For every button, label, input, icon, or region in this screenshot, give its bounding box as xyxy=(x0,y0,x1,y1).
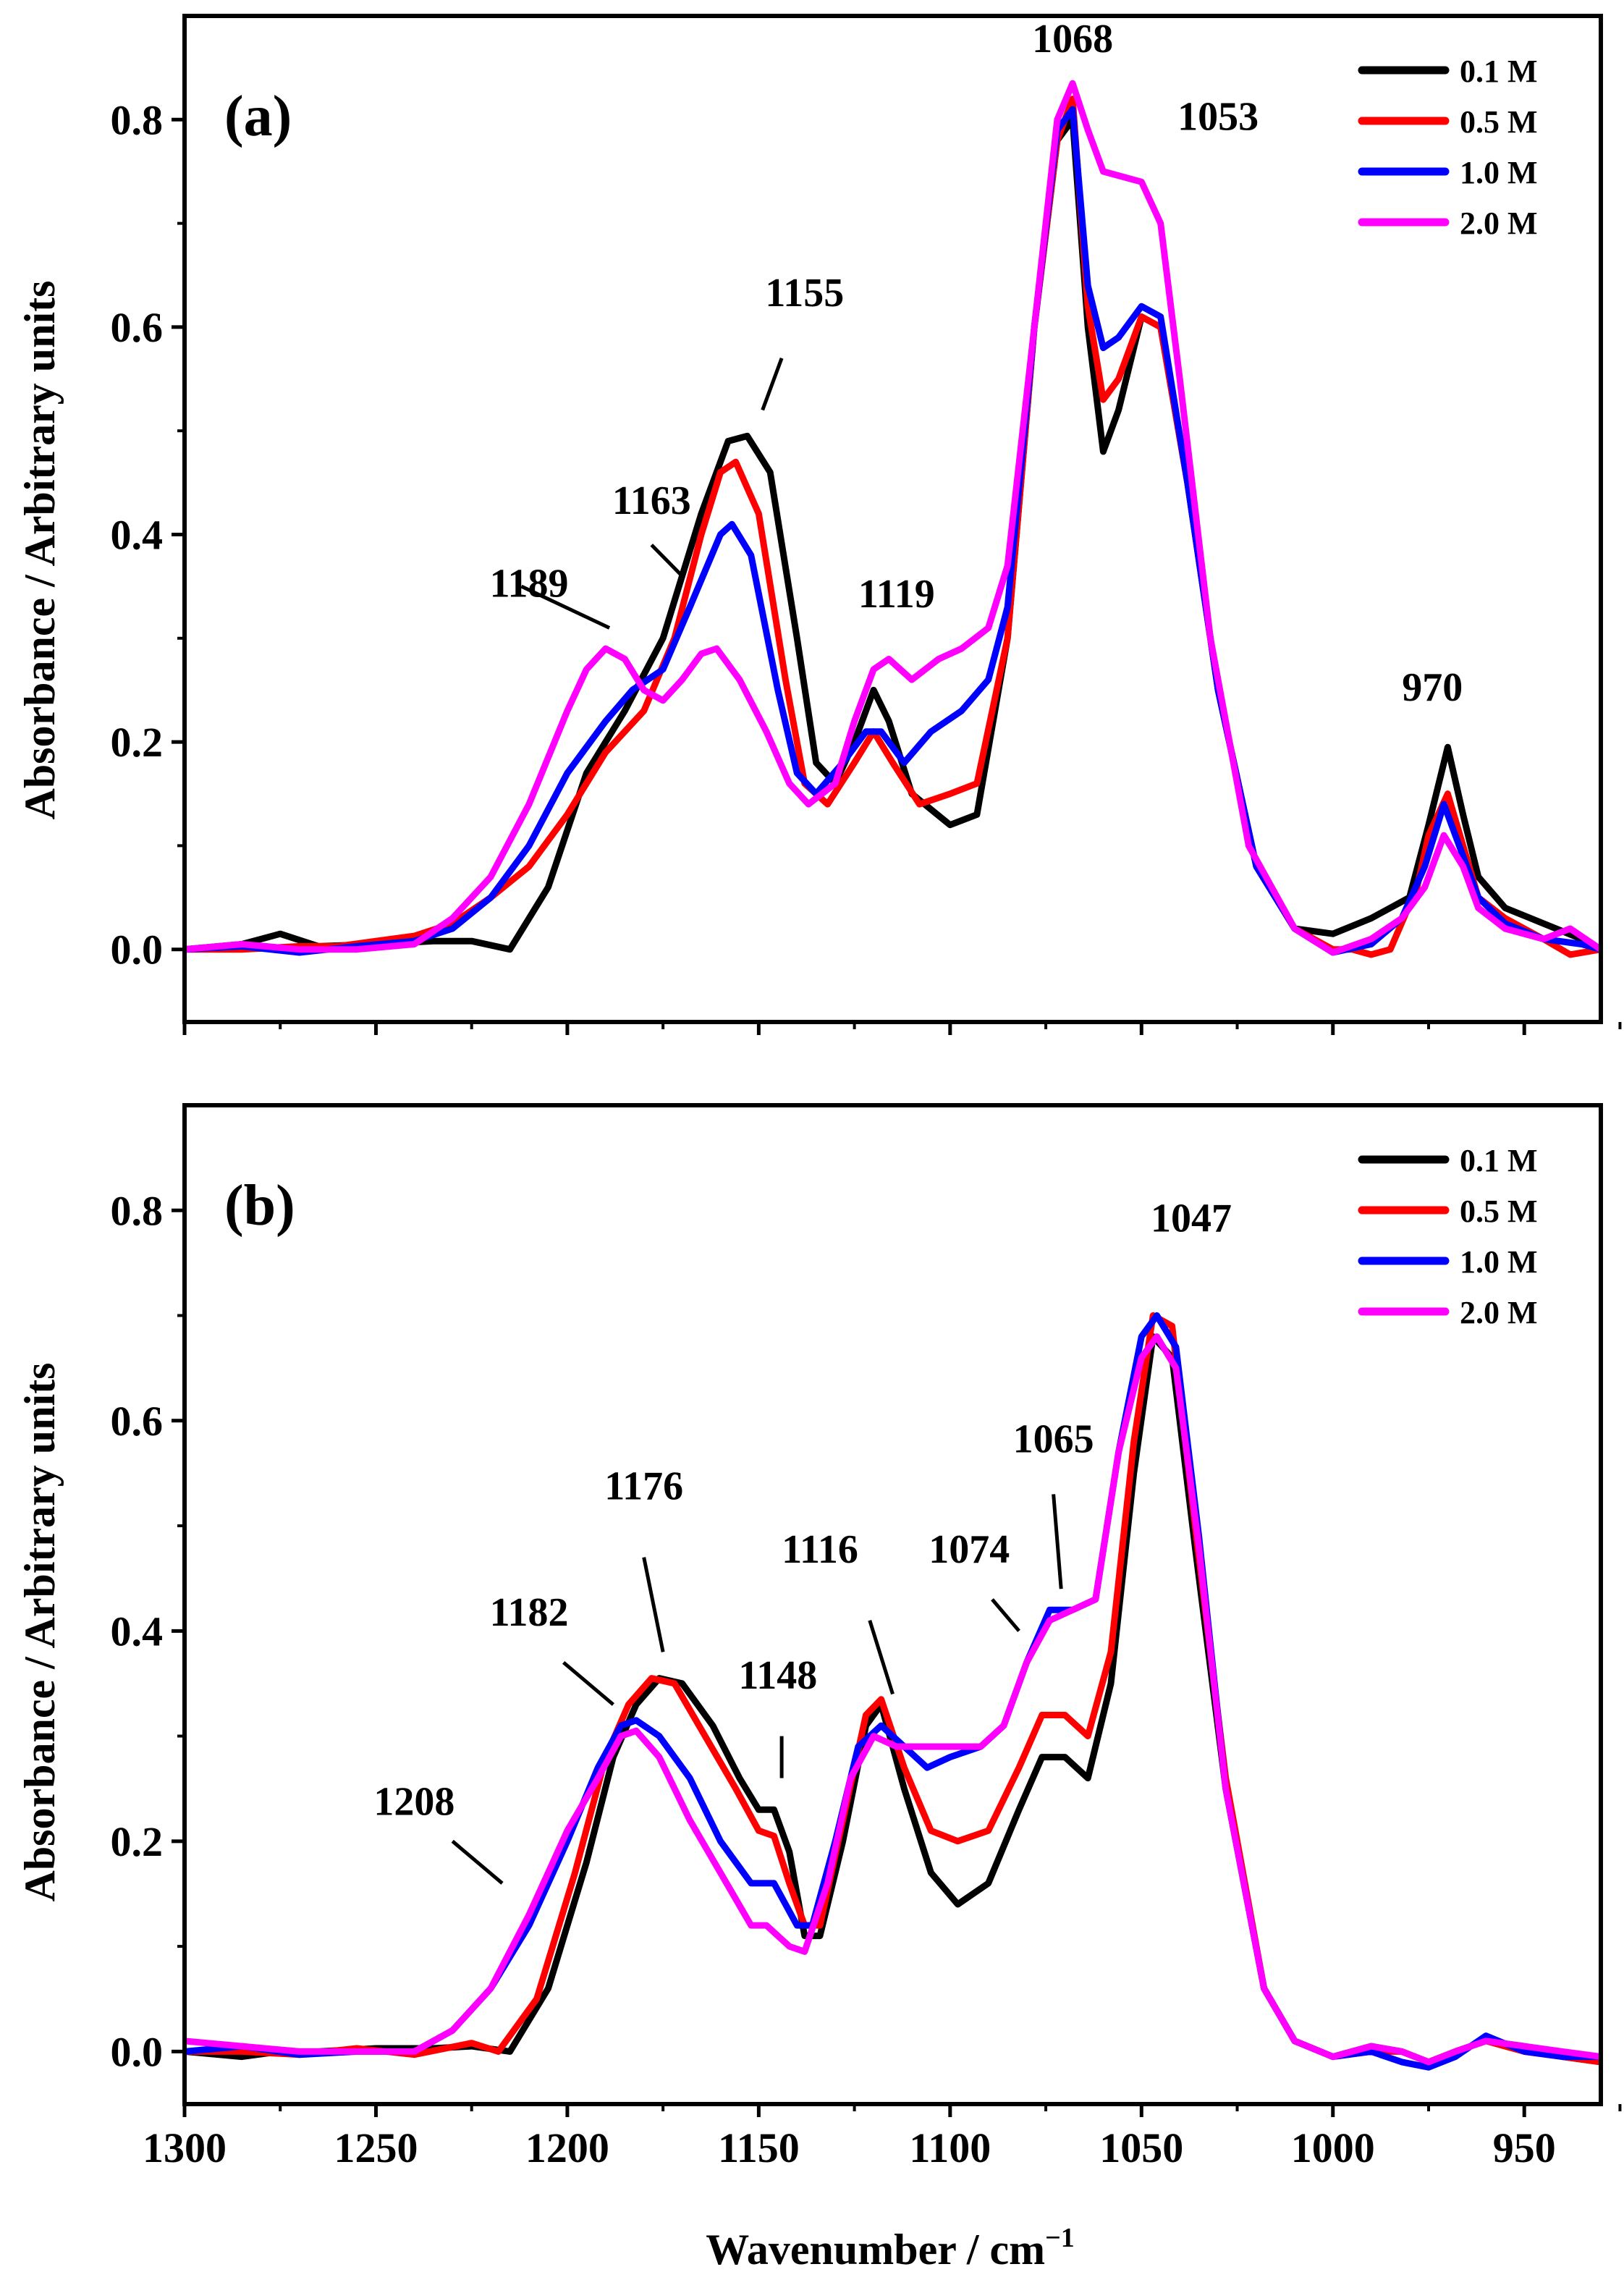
y-axis-title-a: Absorbance / Arbitrary units xyxy=(16,280,64,819)
series-line-0-1M xyxy=(185,116,1601,953)
x-tick-label: 1200 xyxy=(525,2124,609,2171)
peak-annotation: 1208 xyxy=(373,1780,454,1825)
y-tick-label: 0.4 xyxy=(111,511,164,558)
legend-label: 0.1 M xyxy=(1460,1143,1538,1178)
panel-a: 0.0 0.2 0.4 0.6 0.8 (a) 0.1 M 0.5 M 1.0 M 2.0 M 10… xyxy=(111,14,1622,1035)
x-tick-label: 1300 xyxy=(143,2124,227,2171)
peak-annotation: 1068 xyxy=(1032,17,1113,62)
peak-annotation: 1053 xyxy=(1177,95,1259,140)
series-line-2-0M xyxy=(185,80,1601,956)
legend-label: 0.5 M xyxy=(1460,1194,1538,1229)
annotation-leader-line xyxy=(868,1620,895,1695)
y-tick-label: 0.0 xyxy=(111,2028,164,2075)
y-tick-label: 0.8 xyxy=(111,1187,164,1234)
annotation-leader-line xyxy=(451,1839,504,1885)
annotation-leader-line xyxy=(761,358,784,411)
y-tick-label: 0.2 xyxy=(111,719,164,766)
peak-annotation: 1155 xyxy=(765,271,844,316)
peak-annotation: 1176 xyxy=(604,1464,683,1509)
panel-b: 1300 1250 1200 1150 1100 1050 1000 950 0.0 0.2 0.4… xyxy=(111,1103,1622,2171)
y-tick-label: 0.6 xyxy=(111,1398,164,1445)
legend-label: 2.0 M xyxy=(1460,206,1538,241)
y-tick-label: 0.2 xyxy=(111,1818,164,1865)
peak-annotation: 1065 xyxy=(1013,1416,1094,1461)
peak-annotation: 1047 xyxy=(1151,1196,1232,1241)
annotation-leader-line xyxy=(642,1557,665,1652)
panel-label: (b) xyxy=(224,1174,295,1238)
legend-label: 0.5 M xyxy=(1460,104,1538,140)
x-tick-label: 1150 xyxy=(718,2124,800,2171)
plot-frame xyxy=(182,1103,1603,2106)
panel-label: (a) xyxy=(224,85,292,148)
legend-label: 0.1 M xyxy=(1460,54,1538,89)
legend-label: 1.0 M xyxy=(1460,155,1538,190)
peak-annotation: 970 xyxy=(1402,665,1463,710)
y-tick-label: 0.8 xyxy=(111,96,164,143)
peak-annotation: 1119 xyxy=(858,572,935,617)
peak-annotation: 1163 xyxy=(612,478,691,523)
x-tick-label: 950 xyxy=(1493,2124,1556,2171)
annotation-leader-line xyxy=(520,584,611,630)
x-axis-title: Wavenumber / cm−1 xyxy=(706,2223,1075,2272)
series-line-2-0M xyxy=(185,1333,1601,2066)
series-line-0-5M xyxy=(185,96,1601,958)
plot-frame xyxy=(182,14,1603,1024)
y-tick-label: 0.0 xyxy=(111,926,164,974)
series-line-0-1M xyxy=(185,1333,1601,2066)
y-tick-label: 0.6 xyxy=(111,304,164,351)
x-tick-label: 1100 xyxy=(909,2124,991,2171)
peak-annotation: 1189 xyxy=(490,561,569,606)
x-tick-label: 1250 xyxy=(334,2124,418,2171)
x-tick-label: 1050 xyxy=(1099,2124,1183,2171)
peak-annotation: 1074 xyxy=(929,1527,1010,1572)
annotation-leader-line xyxy=(1052,1494,1063,1589)
x-tick-label: 1000 xyxy=(1291,2124,1375,2171)
y-axis-title-b: Absorbance / Arbitrary units xyxy=(16,1362,64,1901)
peak-annotation: 1148 xyxy=(738,1653,817,1698)
peak-annotation: 1116 xyxy=(782,1527,858,1572)
y-tick-label: 0.4 xyxy=(111,1608,164,1655)
annotation-leader-line xyxy=(991,1598,1020,1632)
x-axis-title-main: Wavenumber / cm xyxy=(706,2226,1045,2272)
peak-annotation: 1182 xyxy=(490,1590,569,1635)
x-axis-title-superscript: −1 xyxy=(1045,2223,1075,2253)
legend-label: 1.0 M xyxy=(1460,1244,1538,1280)
annotation-leader-line xyxy=(650,544,684,578)
legend-label: 2.0 M xyxy=(1460,1295,1538,1330)
annotation-leader-line xyxy=(562,1660,615,1706)
series-line-1-0M xyxy=(185,106,1601,956)
